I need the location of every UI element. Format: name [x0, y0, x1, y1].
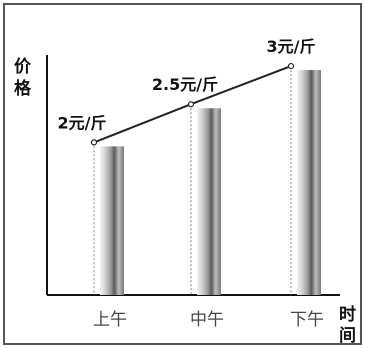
- trend-point-morning: [90, 139, 98, 146]
- tick-label-noon: 中午: [190, 310, 224, 330]
- y-axis-label-char-1: 价: [14, 57, 32, 77]
- x-axis-label-char-2: 间: [339, 325, 356, 346]
- tick-label-morning: 上午: [93, 310, 127, 330]
- data-label-noon: 2.5元/斤: [152, 75, 218, 94]
- bar-morning: [100, 146, 124, 295]
- data-label-morning: 2元/斤: [58, 113, 107, 132]
- trend-point-afternoon: [287, 62, 295, 70]
- trend-point-noon: [187, 101, 195, 108]
- bar-afternoon: [297, 70, 321, 295]
- y-axis-label-char-2: 格: [14, 78, 32, 99]
- bar-noon: [197, 108, 221, 295]
- x-axis-label-char-1: 时: [339, 305, 356, 325]
- data-label-afternoon: 3元/斤: [267, 37, 316, 56]
- chart-frame: [3, 3, 362, 345]
- tick-label-afternoon: 下午: [290, 310, 324, 330]
